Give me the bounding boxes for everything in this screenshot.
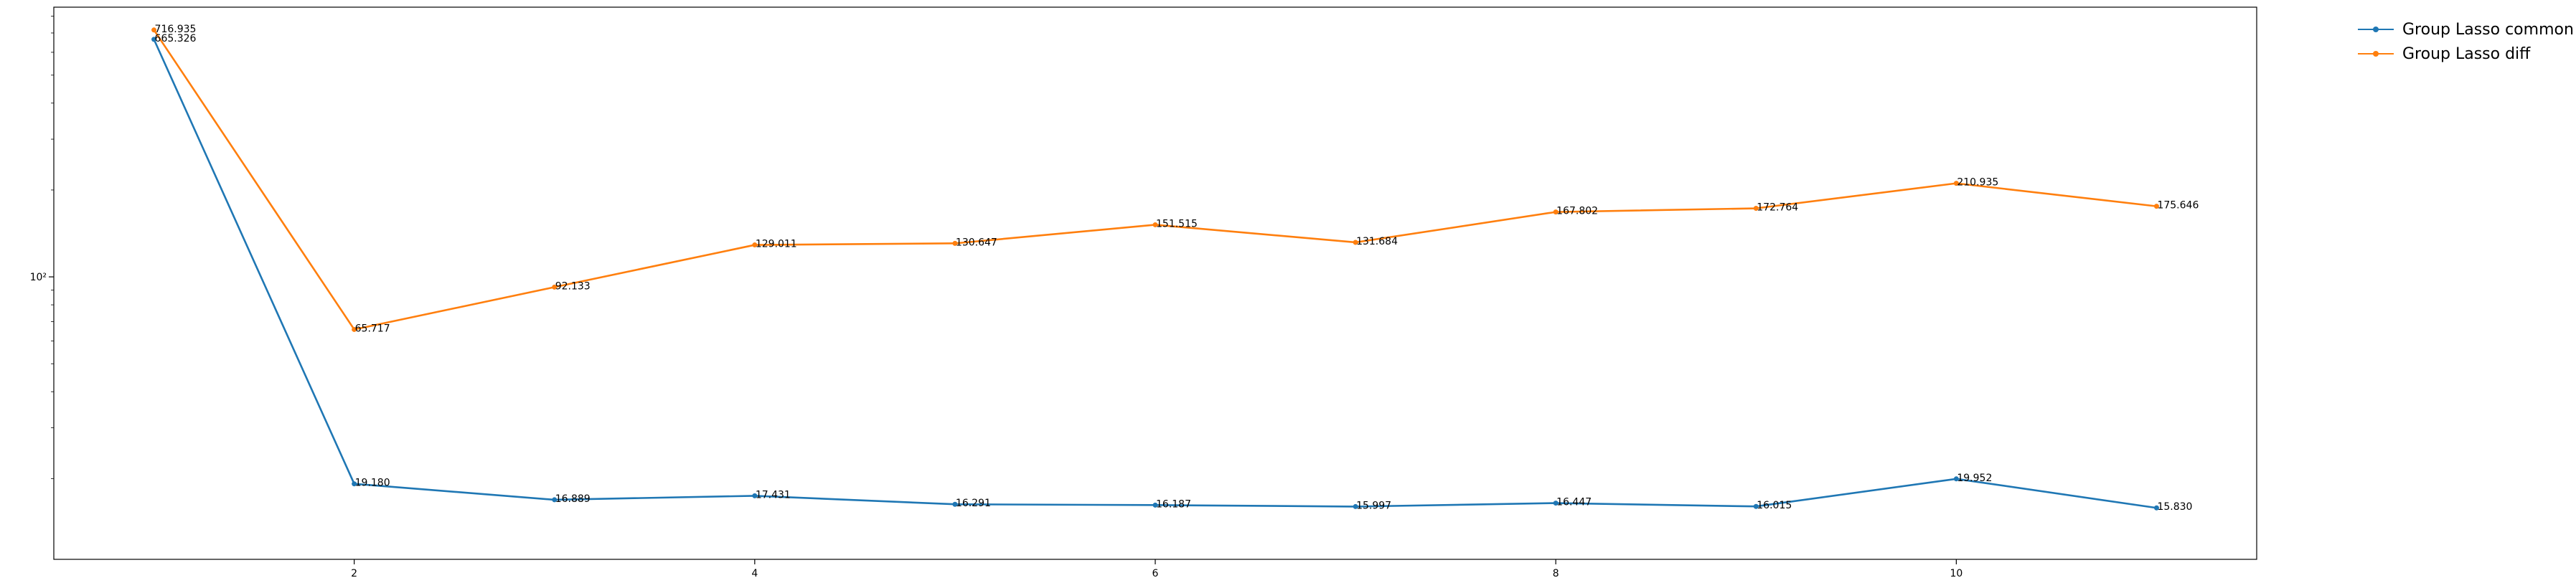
data-point [552,284,558,290]
x-tick-label: 4 [751,568,758,579]
y-axis-ticks: 10² [30,16,54,479]
data-label: 16.187 [1156,498,1191,510]
data-point [1553,209,1559,215]
data-point [1353,240,1358,245]
data-label: 17.431 [756,489,791,501]
data-point [1152,222,1158,227]
data-label: 151.515 [1156,218,1198,229]
legend-item-common: Group Lasso common [2358,17,2574,42]
data-label: 19.952 [1957,473,1992,484]
data-label: 92.133 [555,280,591,292]
x-axis-ticks: 2 4 6 8 10 [351,559,1962,579]
data-point [952,501,958,507]
series-layer [151,27,2159,511]
data-point [1152,502,1158,508]
x-tick-label: 2 [351,568,357,579]
data-point [1953,476,1959,482]
data-label: 65.717 [355,323,390,334]
data-point [552,497,558,503]
data-point [1353,503,1358,509]
y-tick-label: 10² [30,272,47,283]
data-label: 665.326 [155,33,197,44]
x-tick-label: 8 [1553,568,1559,579]
legend-marker [2373,51,2379,57]
legend-swatch-diff [2358,49,2394,59]
x-tick-label: 6 [1152,568,1159,579]
data-point [151,27,157,33]
data-point [1753,206,1759,212]
plot-area [53,6,2257,560]
data-label: 130.647 [956,237,997,248]
data-label: 15.830 [2157,501,2192,513]
data-point [752,242,758,248]
legend-swatch-common [2358,24,2394,34]
data-label: 16.447 [1556,497,1592,508]
data-label: 16.291 [956,498,991,509]
legend-label-common: Group Lasso common [2402,20,2574,39]
data-label: 210.935 [1957,177,1998,189]
legend-label-diff: Group Lasso diff [2402,44,2531,63]
data-label: 15.997 [1356,500,1391,511]
data-label: 129.011 [756,239,797,250]
data-point [1953,181,1959,186]
data-label: 16.889 [555,493,591,505]
data-point [352,481,357,487]
data-point [352,326,357,332]
data-label: 167.802 [1556,206,1598,217]
legend-marker [2373,27,2379,32]
data-label: 172.764 [1757,202,1798,214]
data-label: 19.180 [355,478,390,489]
data-point [952,240,958,246]
data-point [752,493,758,498]
data-point [2153,204,2159,209]
data-labels: 665.326 19.180 16.889 17.431 16.291 16.187 15.… [155,24,2199,513]
data-point [151,37,157,42]
data-label: 131.684 [1356,236,1398,247]
data-label: 175.646 [2157,200,2199,212]
data-point [1753,503,1759,509]
data-label: 16.015 [1757,500,1792,511]
legend-item-diff: Group Lasso diff [2358,42,2574,66]
data-label: 716.935 [155,24,197,35]
x-tick-label: 10 [1950,568,1962,579]
data-point [1553,501,1559,506]
data-point [2153,505,2159,511]
legend: Group Lasso common Group Lasso diff [2358,17,2574,66]
